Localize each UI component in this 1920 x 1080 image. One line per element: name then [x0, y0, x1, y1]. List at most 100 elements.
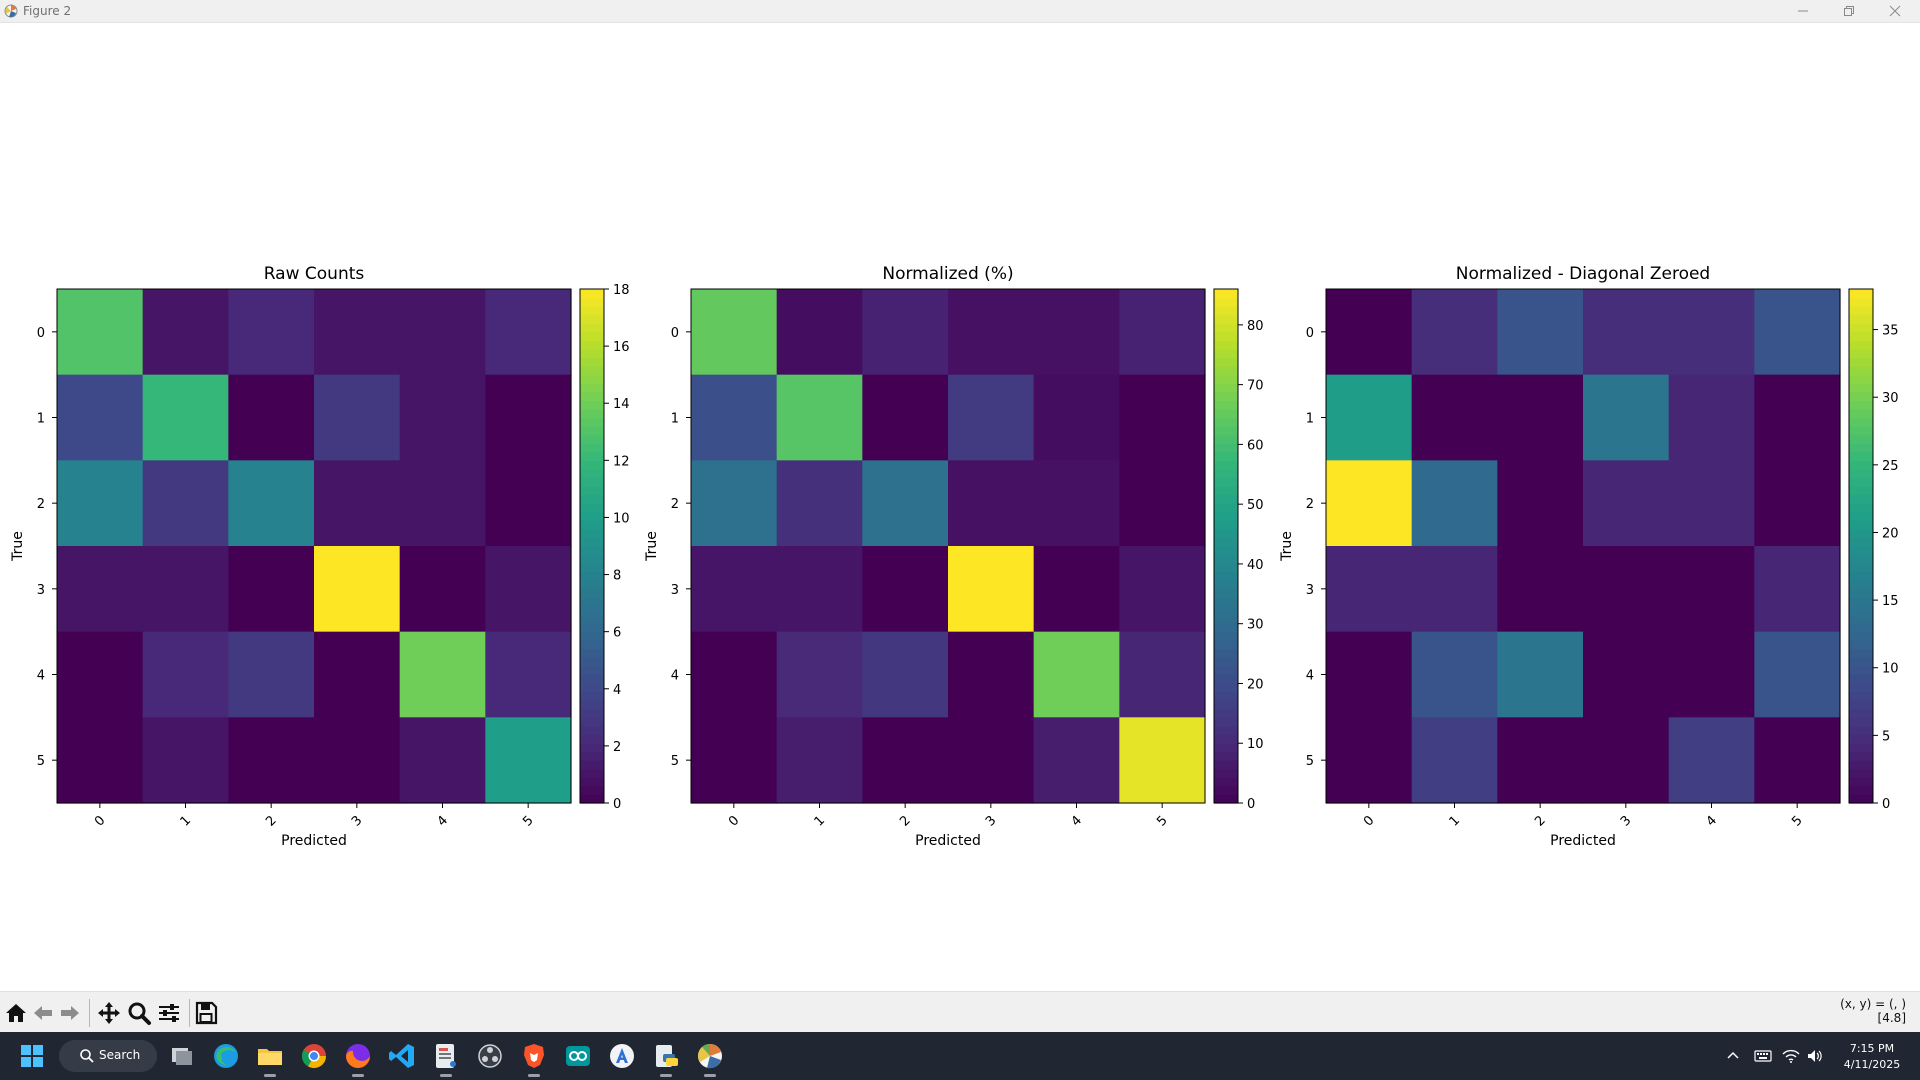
chevron-up-icon[interactable] [1725, 1048, 1741, 1064]
heatmap-cell [1119, 460, 1206, 547]
snipping-tool-icon [436, 1044, 456, 1068]
colorbar-segment [1214, 486, 1238, 496]
coordinate-readout-xy: (x, y) = (, ) [1840, 997, 1906, 1011]
colorbar-segment [1849, 546, 1873, 556]
edge-icon [214, 1044, 238, 1068]
back-button[interactable] [30, 1000, 56, 1026]
taskbar-file-explorer[interactable] [255, 1041, 285, 1077]
y-tick-label: 2 [1306, 497, 1314, 512]
colorbar-segment [1214, 768, 1238, 778]
taskbar-python[interactable] [651, 1041, 681, 1077]
taskbar-clock[interactable]: 7:15 PM 4/11/2025 [1830, 1041, 1914, 1073]
heatmap-cell [314, 460, 401, 547]
taskbar-snipping-tool[interactable] [431, 1041, 461, 1077]
minimize-icon [1798, 10, 1808, 12]
python-icon [656, 1045, 678, 1067]
taskbar-chrome[interactable] [299, 1041, 329, 1071]
colorbar-segment [580, 760, 604, 770]
heatmap-cell [399, 289, 486, 376]
colorbar-segment [1849, 443, 1873, 453]
taskbar-ai-app[interactable] [607, 1041, 637, 1071]
taskbar-search[interactable]: Search [59, 1040, 157, 1072]
heatmap-cell [485, 460, 572, 547]
heatmap-cell [57, 717, 144, 804]
heatmap-cell [228, 374, 315, 461]
x-tick-label: 5 [1789, 813, 1805, 829]
heatmap-cell [1033, 289, 1120, 376]
keyboard-icon[interactable] [1754, 1048, 1772, 1064]
save-button[interactable] [193, 1000, 219, 1026]
home-icon [6, 1004, 26, 1022]
minimize-button[interactable] [1780, 0, 1826, 22]
taskbar-arduino[interactable] [563, 1041, 593, 1071]
x-tick-label: 3 [349, 813, 365, 829]
close-button[interactable] [1872, 0, 1918, 22]
taskbar-vscode[interactable] [387, 1041, 417, 1071]
colorbar-segment [580, 768, 604, 778]
colorbar-segment [1849, 340, 1873, 350]
taskbar-edge[interactable] [211, 1041, 241, 1071]
colorbar-segment [1849, 537, 1873, 547]
zoom-button[interactable] [126, 1000, 152, 1026]
y-tick-label: 1 [37, 412, 45, 427]
colorbar-segment [1214, 443, 1238, 453]
colorbar-frame [1213, 288, 1239, 804]
heatmap-cell [228, 717, 315, 804]
colorbar-segment [580, 417, 604, 427]
heatmap-cell [948, 374, 1035, 461]
colorbar-segment [1849, 580, 1873, 590]
colorbar-tick-label: 18 [613, 283, 630, 298]
firefox-icon [346, 1044, 370, 1068]
taskbar-brave[interactable] [519, 1041, 549, 1077]
colorbar-segment [1849, 426, 1873, 436]
colorbar-tick-label: 8 [613, 569, 621, 584]
heatmap-cell [1583, 460, 1670, 547]
search-icon [80, 1049, 94, 1063]
colorbar-tick-label: 25 [1882, 459, 1899, 474]
colorbar-segment [1214, 683, 1238, 693]
colorbar-segment [1214, 468, 1238, 479]
file-explorer-icon [258, 1049, 282, 1065]
x-tick-label: 1 [1447, 813, 1463, 829]
colorbar-segment [580, 374, 604, 384]
taskbar-task-view[interactable] [167, 1041, 197, 1071]
colorbar-tick-label: 0 [1247, 797, 1255, 812]
colorbar-segment [1849, 743, 1873, 753]
colorbar-segment [580, 520, 604, 530]
colorbar-segment [1849, 520, 1873, 530]
colorbar-tick-label: 10 [1247, 737, 1264, 752]
colorbar-segment [1849, 665, 1873, 676]
volume-icon[interactable] [1806, 1048, 1824, 1064]
forward-button[interactable] [57, 1000, 83, 1026]
x-tick-label: 1 [178, 813, 194, 829]
x-tick-label: 4 [435, 813, 451, 829]
heatmap-cell [776, 717, 863, 804]
colorbar-segment [1214, 348, 1238, 359]
running-indicator [528, 1074, 540, 1077]
y-axis-label: True [1279, 531, 1295, 562]
save-icon [195, 1001, 218, 1025]
y-tick-label: 1 [1306, 412, 1314, 427]
x-axis-label: Predicted [1550, 833, 1616, 849]
chart-title: Normalized - Diagonal Zeroed [1456, 264, 1710, 284]
colorbar-segment [580, 717, 604, 727]
restore-button[interactable] [1826, 0, 1872, 22]
taskbar-matplotlib[interactable] [695, 1041, 725, 1077]
taskbar-obs[interactable] [475, 1041, 505, 1071]
start-button[interactable] [17, 1041, 47, 1071]
heatmap-cell [57, 546, 144, 633]
colorbar-segment [1849, 323, 1873, 333]
colorbar-segment [1214, 751, 1238, 761]
heatmap-cell [399, 717, 486, 804]
heatmap-cell [776, 374, 863, 461]
figure-canvas[interactable]: Raw Counts 0 1 2 3 4 5 0 1 2 3 4 5 Predicted True 0 2 4 6 8… [0, 23, 1920, 991]
pan-button[interactable] [96, 1000, 122, 1026]
x-tick-label: 4 [1704, 813, 1720, 829]
configure-subplots-button[interactable] [156, 1000, 182, 1026]
taskbar-firefox[interactable] [343, 1041, 373, 1077]
home-button[interactable] [3, 1000, 29, 1026]
wifi-icon[interactable] [1782, 1048, 1800, 1064]
colorbar-tick-label: 16 [613, 340, 630, 355]
close-icon [1889, 5, 1901, 17]
colorbar-segment [1214, 743, 1238, 753]
